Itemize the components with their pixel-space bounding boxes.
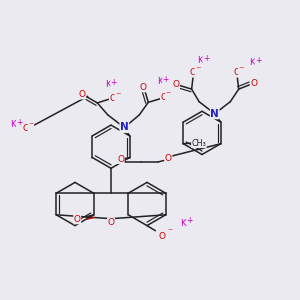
Text: O: O: [110, 94, 116, 103]
Text: K: K: [157, 77, 163, 86]
Text: N: N: [120, 122, 129, 133]
Text: O: O: [250, 79, 257, 88]
Text: CH₃: CH₃: [191, 139, 206, 148]
Text: ⁻: ⁻: [195, 65, 201, 75]
Text: K: K: [180, 219, 186, 228]
Text: O: O: [140, 83, 146, 92]
Text: ⁻: ⁻: [115, 91, 121, 101]
Text: +: +: [163, 75, 169, 84]
Text: ⁻: ⁻: [167, 227, 172, 238]
Text: O: O: [74, 215, 81, 224]
Text: O: O: [79, 90, 86, 99]
Text: O: O: [158, 232, 166, 241]
Text: O: O: [117, 154, 124, 164]
Text: ⁻: ⁻: [28, 121, 34, 131]
Text: K: K: [249, 58, 255, 67]
Text: +: +: [111, 78, 117, 87]
Text: N: N: [210, 109, 219, 119]
Text: +: +: [255, 56, 261, 65]
Text: K: K: [11, 120, 16, 129]
Text: O: O: [107, 218, 115, 227]
Text: ⁻: ⁻: [166, 90, 171, 100]
Text: K: K: [105, 80, 111, 89]
Text: +: +: [203, 54, 209, 63]
Text: O: O: [160, 93, 167, 102]
Text: +: +: [16, 118, 23, 127]
Text: ⁻: ⁻: [239, 65, 244, 75]
Text: K: K: [197, 56, 203, 65]
Text: O: O: [23, 124, 30, 133]
Text: +: +: [186, 216, 193, 225]
Text: O: O: [172, 80, 179, 89]
Text: O: O: [190, 68, 197, 77]
Text: O: O: [165, 154, 172, 163]
Text: O: O: [233, 68, 240, 77]
